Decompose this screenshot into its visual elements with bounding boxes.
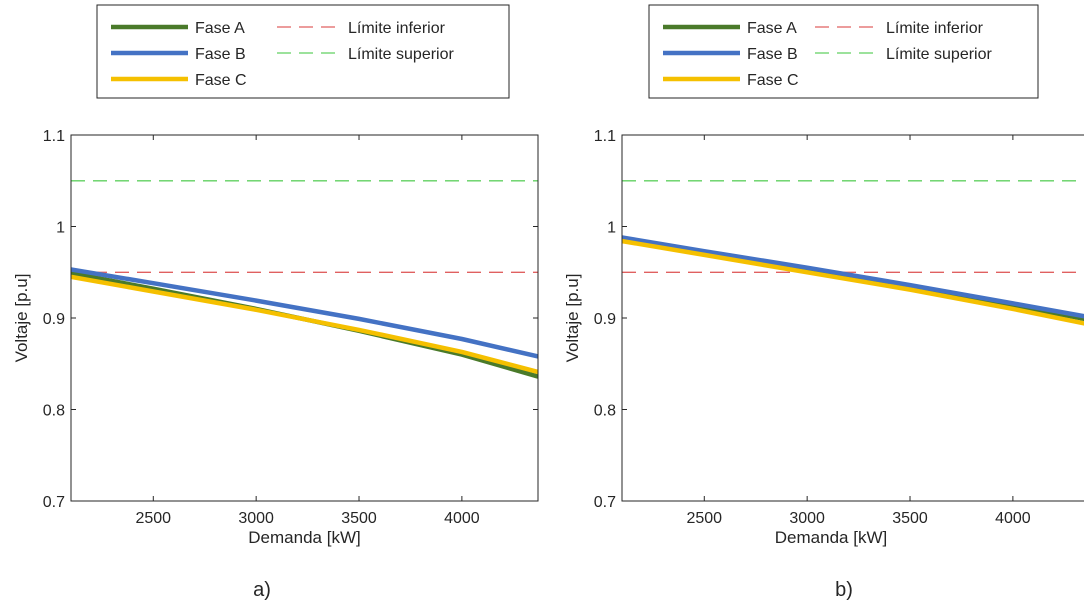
x-tick-label: 3500 [892,510,928,527]
y-tick-label: 1 [607,220,616,237]
plot-area [622,135,1084,501]
legend-label: Fase B [747,46,798,63]
x-tick-label: 3500 [341,510,377,527]
y-tick-label: 0.8 [594,403,616,420]
series-line-fase-b [71,267,538,359]
y-tick-label: 1.1 [594,128,616,145]
legend: Fase A Fase B Fase C Límite inferior Límite … [648,4,1039,99]
x-tick-label: 2500 [135,510,171,527]
y-tick-label: 0.7 [594,494,616,511]
y-axis-label: Voltaje [p.u] [12,274,31,363]
panel-b: 2500 3000 3500 4000 0.7 0.8 0.9 1 1.1 Demanda [kW… [563,4,1084,601]
x-tick-label: 4000 [995,510,1031,527]
x-tick-label: 3000 [789,510,825,527]
legend-label: Fase B [195,46,246,63]
y-tick-label: 0.7 [43,494,65,511]
legend-label: Límite inferior [886,20,984,37]
legend-label: Límite superior [886,46,992,63]
y-tick-label: 0.9 [594,311,616,328]
x-tick-label: 4000 [444,510,480,527]
series-group [622,180,1084,326]
panel-label: b) [835,579,853,601]
y-tick-label: 0.9 [43,311,65,328]
series-line-fase-b [622,235,1084,319]
panel-a: 2500 3000 3500 4000 0.7 0.8 0.9 1 1.1 Demanda [kW… [12,4,539,601]
legend-label: Fase A [747,20,797,37]
y-axis-label: Voltaje [p.u] [563,274,582,363]
x-axis-label: Demanda [kW] [775,528,887,547]
legend-label: Límite superior [348,46,454,63]
legend-label: Límite inferior [348,20,446,37]
series-group [71,180,538,379]
legend-label: Fase C [195,72,247,89]
y-tick-label: 0.8 [43,403,65,420]
x-axis-label: Demanda [kW] [248,528,360,547]
panel-label: a) [253,579,271,601]
legend: Fase A Fase B Fase C Límite inferior Límite … [96,4,510,99]
legend-label: Fase C [747,72,799,89]
series-line-fase-c [622,238,1084,326]
y-tick-label: 1 [56,220,65,237]
x-tick-label: 2500 [686,510,722,527]
y-tick-label: 1.1 [43,128,65,145]
x-tick-label: 3000 [238,510,274,527]
series-line-fase-c [71,274,538,375]
legend-label: Fase A [195,20,245,37]
